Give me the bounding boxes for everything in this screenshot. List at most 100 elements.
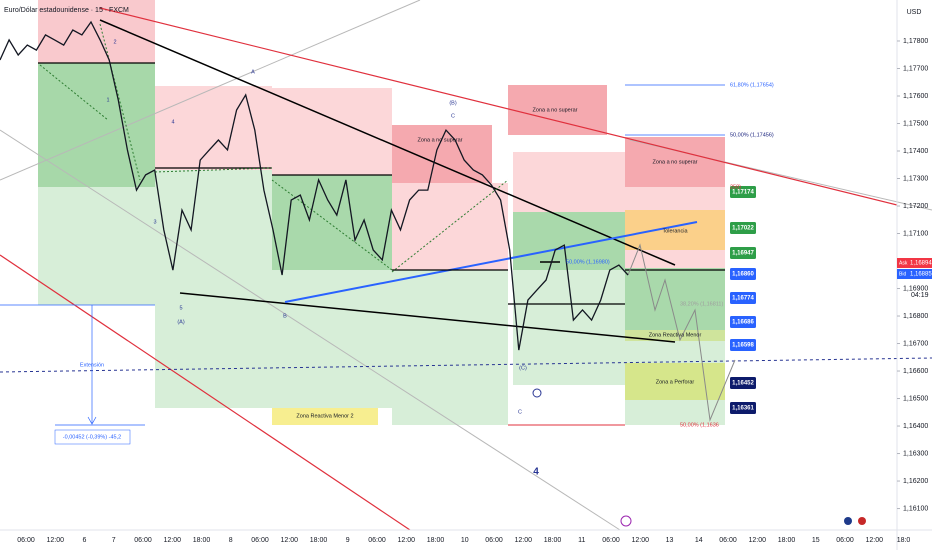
zone — [38, 63, 155, 187]
badge-price: 1,16885 — [910, 272, 932, 278]
y-tick-label: 1,17500 — [903, 120, 928, 127]
projection — [627, 243, 736, 422]
price-badge — [909, 269, 932, 279]
price-tag-label: 1,16686 — [732, 320, 754, 326]
fib-label: 38,20% (1,16811) — [680, 301, 723, 307]
price-tag — [730, 247, 756, 259]
x-tick-label: 12:00 — [514, 537, 532, 544]
x-tick-label: 12:00 — [397, 537, 415, 544]
badge-tag: Ask — [899, 260, 908, 266]
y-tick-label: 1,16500 — [903, 395, 928, 402]
x-tick-label: 06:00 — [134, 537, 152, 544]
y-tick-label: 1,16700 — [903, 340, 928, 347]
x-tick-label: 7 — [112, 537, 116, 544]
x-tick-label: 11 — [578, 537, 585, 544]
x-tick-label: 6 — [83, 537, 87, 544]
zone — [155, 86, 272, 170]
wave-label: 5 — [179, 305, 182, 311]
price-tag-label: 1,17022 — [732, 226, 754, 232]
x-tick-label: 18:0 — [897, 537, 911, 544]
wave-label: A — [251, 69, 255, 75]
y-tick-label: 1,16900 — [903, 285, 928, 292]
x-tick-label: 12:00 — [865, 537, 883, 544]
x-tick-label: 18:00 — [193, 537, 211, 544]
y-tick-label: 1,16400 — [903, 423, 928, 430]
price-tag — [730, 402, 756, 414]
price-tag — [730, 292, 756, 304]
badge-price: 1,16894 — [910, 261, 932, 267]
arrow — [87, 416, 97, 425]
trend-line — [0, 254, 411, 531]
wave-label: 3 — [153, 219, 156, 225]
fib-label: 258) — [730, 184, 741, 190]
extension-measure: -0,00452 (-0,39%) -45,2 — [63, 434, 121, 440]
zone-label: Zona a no superar — [653, 159, 698, 165]
badge-tag: Bid — [899, 271, 906, 277]
x-tick-label: 06:00 — [485, 537, 503, 544]
x-tick-label: 06:00 — [17, 537, 35, 544]
y-tick-label: 1,17700 — [903, 65, 928, 72]
x-tick-label: 06:00 — [836, 537, 854, 544]
zone — [625, 137, 725, 187]
price-tag — [730, 316, 756, 328]
price-badge — [909, 258, 932, 268]
y-tick-label: 1,16200 — [903, 478, 928, 485]
x-tick-label: 12:00 — [46, 537, 64, 544]
trend-line — [0, 0, 421, 181]
price-layer — [0, 20, 629, 351]
x-tick-label: 12:00 — [631, 537, 649, 544]
y-tick-label: 1,16600 — [903, 368, 928, 375]
fib-label: 61,80% (1,17654) — [730, 82, 774, 88]
event-icon[interactable] — [858, 517, 866, 525]
zone — [272, 408, 378, 425]
price-tag-label: 1,16947 — [732, 251, 754, 257]
zone-label: Zona a no superar — [533, 107, 578, 113]
price-tag-label: 1,16774 — [732, 296, 754, 302]
annotation-layer: 1,17174 1,17022 1,16947 1,16860 1,16774 1,166… — [63, 39, 774, 477]
zone — [392, 270, 508, 425]
y-tick-label: 1,16100 — [903, 505, 928, 512]
zone — [625, 363, 725, 400]
event-icon[interactable] — [620, 515, 632, 527]
wave-label: 4 — [533, 467, 539, 478]
x-tick-label: 06:00 — [368, 537, 386, 544]
price-tag-label: 1,17174 — [732, 190, 754, 196]
y-tick-label: 1,17400 — [903, 148, 928, 155]
x-tick-label: 15 — [812, 537, 820, 544]
price-tag-label: 1,16860 — [732, 272, 754, 278]
x-tick-label: 18:00 — [310, 537, 328, 544]
price-tag-label: 1,16361 — [732, 406, 754, 412]
price-tag — [730, 339, 756, 351]
zone — [513, 212, 625, 270]
x-tick-label: 9 — [346, 537, 350, 544]
wave-label: 1 — [106, 97, 109, 103]
price-tag-label: 1,16452 — [732, 381, 754, 387]
y-tick-label: 1,17200 — [903, 203, 928, 210]
axis-layer: 1,16100 1,16200 1,16300 1,16400 1,16500 1,166… — [17, 38, 932, 544]
measure-box — [54, 429, 131, 445]
extension-label: Extensión — [80, 362, 104, 368]
x-tick-label: 12:00 — [163, 537, 181, 544]
fib-label: 50,00% (1,1636 — [680, 422, 719, 428]
x-tick-label: 06:00 — [719, 537, 737, 544]
y-tick-label: 1,16300 — [903, 450, 928, 457]
x-tick-label: 13 — [666, 537, 674, 544]
price-tag — [730, 268, 756, 280]
event-icon[interactable] — [844, 517, 852, 525]
currency: USD — [907, 9, 922, 16]
trend-line — [99, 19, 676, 266]
dashed-line — [0, 357, 932, 373]
zone — [513, 152, 625, 212]
x-tick-label: 8 — [229, 537, 233, 544]
y-tick-label: 1,17300 — [903, 175, 928, 182]
zone — [625, 187, 725, 210]
zone-label: Zona Reactiva Menor — [649, 332, 702, 338]
zone-label: Zona a Perforar — [656, 379, 695, 385]
trend-line — [0, 129, 621, 531]
zone — [155, 170, 272, 408]
price-tag — [730, 222, 756, 234]
price-badge — [897, 269, 909, 279]
